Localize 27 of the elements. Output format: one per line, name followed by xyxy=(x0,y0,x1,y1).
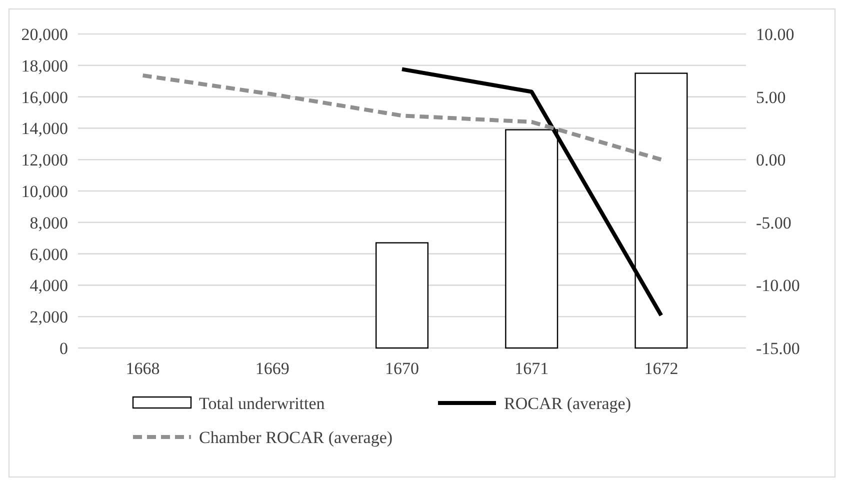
y2-tick-label: -10.00 xyxy=(756,276,800,296)
y2-tick-label: -15.00 xyxy=(756,338,800,358)
y-tick-label: 12,000 xyxy=(21,150,68,170)
y2-tick-label: 10.00 xyxy=(756,24,794,44)
y-tick-label: 16,000 xyxy=(21,88,68,107)
y-tick-label: 18,000 xyxy=(21,56,68,76)
x-tick-label: 1672 xyxy=(644,359,678,378)
y-tick-label: 14,000 xyxy=(21,119,68,138)
x-tick-label: 1670 xyxy=(385,359,419,378)
bar xyxy=(375,242,429,349)
legend-label: Chamber ROCAR (average) xyxy=(199,428,393,447)
y2-tick-label: -5.00 xyxy=(756,213,792,232)
y-tick-label: 10,000 xyxy=(21,182,68,201)
y-tick-label: 8,000 xyxy=(30,213,68,232)
y2-tick-label: 0.00 xyxy=(756,150,786,170)
y-tick-label: 20,000 xyxy=(21,24,68,44)
y2-tick-label: 5.00 xyxy=(756,88,786,107)
legend-label: Total underwritten xyxy=(199,394,326,413)
y-tick-label: 4,000 xyxy=(30,276,68,296)
x-tick-label: 1668 xyxy=(126,359,160,378)
y-tick-label: 6,000 xyxy=(30,244,68,264)
line-series xyxy=(140,73,664,162)
legend-label: ROCAR (average) xyxy=(504,394,631,413)
y-tick-label: 2,000 xyxy=(30,308,68,327)
y-tick-label: 0 xyxy=(60,338,68,358)
x-tick-label: 1671 xyxy=(514,359,549,378)
x-tick-label: 1669 xyxy=(255,359,290,378)
